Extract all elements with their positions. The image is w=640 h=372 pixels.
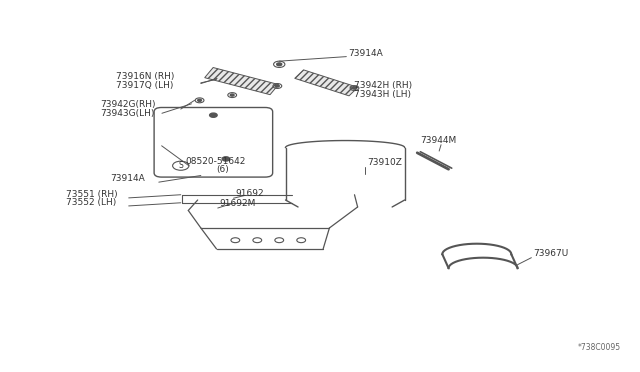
Circle shape <box>198 99 202 102</box>
Text: 73967U: 73967U <box>533 249 568 258</box>
Circle shape <box>276 63 282 66</box>
Text: 73942H (RH): 73942H (RH) <box>355 81 413 90</box>
Text: 73551 (RH): 73551 (RH) <box>66 190 118 199</box>
Bar <box>205 68 278 94</box>
Text: 91692M: 91692M <box>220 199 256 208</box>
Text: 08520-51642: 08520-51642 <box>185 157 246 166</box>
Text: 73944M: 73944M <box>420 136 456 145</box>
Text: (6): (6) <box>216 165 229 174</box>
Circle shape <box>353 87 356 89</box>
Text: 73914A: 73914A <box>110 174 145 183</box>
Text: S: S <box>179 161 183 170</box>
Text: 73942G(RH): 73942G(RH) <box>100 100 156 109</box>
Circle shape <box>210 113 217 117</box>
Circle shape <box>230 94 234 96</box>
Text: *738C0095: *738C0095 <box>578 343 621 352</box>
Text: 91692: 91692 <box>236 189 264 198</box>
Text: 73943G(LH): 73943G(LH) <box>100 109 155 118</box>
Text: 73910Z: 73910Z <box>367 158 402 167</box>
Text: 73916N (RH): 73916N (RH) <box>116 72 175 81</box>
Circle shape <box>222 157 230 161</box>
Text: 73943H (LH): 73943H (LH) <box>355 90 412 99</box>
Circle shape <box>275 85 279 87</box>
Text: 73917Q (LH): 73917Q (LH) <box>116 81 173 90</box>
Text: 73552 (LH): 73552 (LH) <box>66 198 116 207</box>
Text: 73914A: 73914A <box>348 49 383 58</box>
Bar <box>295 70 358 96</box>
